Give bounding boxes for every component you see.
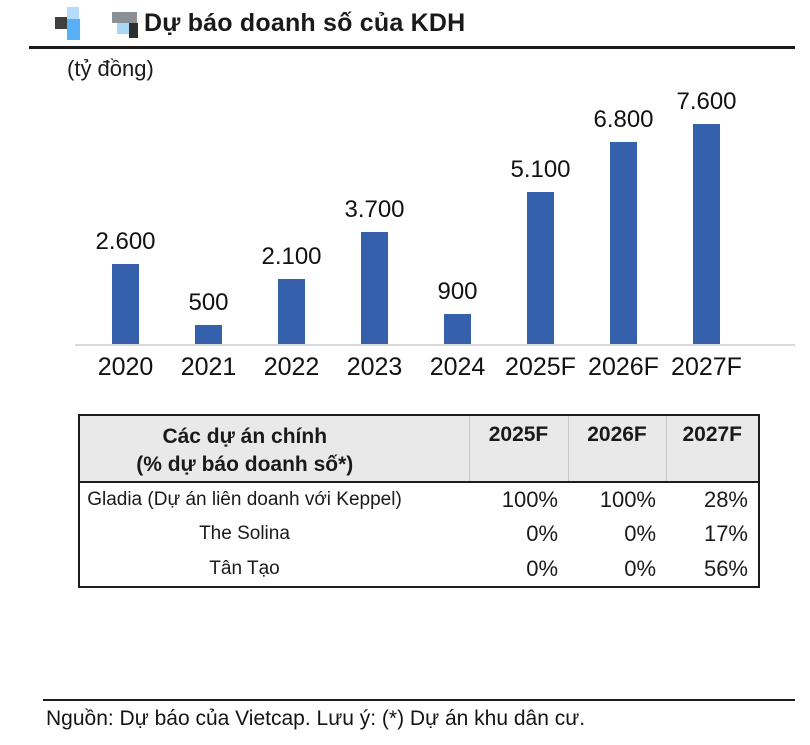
table-row: Tân Tạo 0% 0% 56% (79, 552, 759, 587)
table-header-projects: Các dự án chính (% dự báo doanh số*) (79, 415, 469, 483)
x-axis-line (75, 344, 795, 346)
bar-value-label: 900 (437, 278, 478, 305)
project-percent-cell: 0% (526, 555, 558, 581)
chart-title: Dự báo doanh số của KDH (144, 9, 466, 37)
bar-value-label: 5.100 (510, 156, 571, 183)
redaction-pixel (67, 7, 79, 19)
x-axis-label-2025f: 2025F (505, 353, 576, 381)
title-divider-line (29, 46, 795, 49)
bar-group-2025f: 5.100 (499, 88, 582, 345)
bar-value-label: 500 (188, 289, 229, 316)
bar-2024 (444, 314, 471, 345)
redaction-mosaic-left (55, 7, 80, 40)
project-percent-cell: 100% (599, 486, 656, 512)
project-percent-cell: 28% (703, 486, 748, 512)
bar-2023 (361, 232, 388, 345)
bar-value-label: 2.600 (95, 228, 156, 255)
bar-group-2027f: 7.600 (665, 88, 748, 345)
project-percent-cell: 0% (624, 521, 656, 547)
table-header-projects-line1: Các dự án chính (162, 425, 328, 448)
bar-group-2020: 2.600 (84, 88, 167, 345)
x-axis-label-2021: 2021 (180, 353, 237, 381)
bar-group-2024: 900 (416, 88, 499, 345)
footer-divider-line (43, 699, 795, 701)
x-axis-label-2022: 2022 (263, 353, 320, 381)
project-name-cell: Tân Tạo (209, 557, 280, 579)
bar-2025f (527, 192, 554, 345)
bar-value-label: 2.100 (261, 243, 322, 270)
table-header-2025f: 2025F (468, 415, 568, 483)
project-name-cell: Gladia (Dự án liên doanh với Keppel) (87, 488, 402, 510)
bar-2022 (278, 279, 305, 345)
bar-2026f (610, 142, 637, 345)
x-axis-label-2023: 2023 (346, 353, 403, 381)
x-axis-label-2020: 2020 (97, 353, 154, 381)
bar-group-2021: 500 (167, 88, 250, 345)
redaction-pixel (112, 12, 137, 23)
bar-value-label: 6.800 (593, 106, 654, 133)
source-note: Nguồn: Dự báo của Vietcap. Lưu ý: (*) Dự… (46, 707, 586, 730)
x-axis-label-2026f: 2026F (588, 353, 659, 381)
bar-value-label: 3.700 (344, 196, 405, 223)
project-percent-cell: 0% (624, 555, 656, 581)
x-axis-labels: 2020 2021 2022 2023 2024 2025F 2026F 2027F (84, 353, 748, 382)
bar-group-2022: 2.100 (250, 88, 333, 345)
project-percent-cell: 56% (703, 555, 748, 581)
table-header-projects-line2: (% dự báo doanh số*) (136, 453, 354, 477)
project-percent-cell: 0% (526, 521, 558, 547)
table-row: The Solina 0% 0% 17% (79, 517, 759, 552)
table-header-row: Các dự án chính (% dự báo doanh số*) 202… (79, 415, 759, 483)
bar-value-label: 7.600 (676, 88, 737, 115)
table-header-2027f: 2027F (665, 415, 759, 483)
redaction-pixel (117, 23, 129, 34)
table-header-2026f: 2026F (567, 415, 666, 483)
bar-2027f (693, 124, 720, 345)
project-name-cell: The Solina (199, 523, 290, 545)
projects-table: Các dự án chính (% dự báo doanh số*) 202… (78, 414, 760, 588)
x-axis-label-2027f: 2027F (671, 353, 742, 381)
bar-2020 (112, 264, 139, 345)
table-row: Gladia (Dự án liên doanh với Keppel) 100%… (79, 482, 759, 517)
bar-chart-plot-area: 2.600 500 2.100 3.700 900 5.100 6.800 7.600 (84, 88, 748, 345)
redaction-pixel (129, 23, 138, 38)
bar-2021 (195, 325, 222, 345)
bar-group-2026f: 6.800 (582, 88, 665, 345)
bar-group-2023: 3.700 (333, 88, 416, 345)
redaction-mosaic-right (112, 12, 138, 38)
y-axis-unit-label: (tỷ đồng) (67, 56, 154, 81)
redaction-pixel (67, 19, 80, 40)
project-percent-cell: 17% (703, 521, 748, 547)
project-percent-cell: 100% (501, 486, 558, 512)
redaction-pixel (55, 17, 67, 29)
x-axis-label-2024: 2024 (429, 353, 486, 381)
